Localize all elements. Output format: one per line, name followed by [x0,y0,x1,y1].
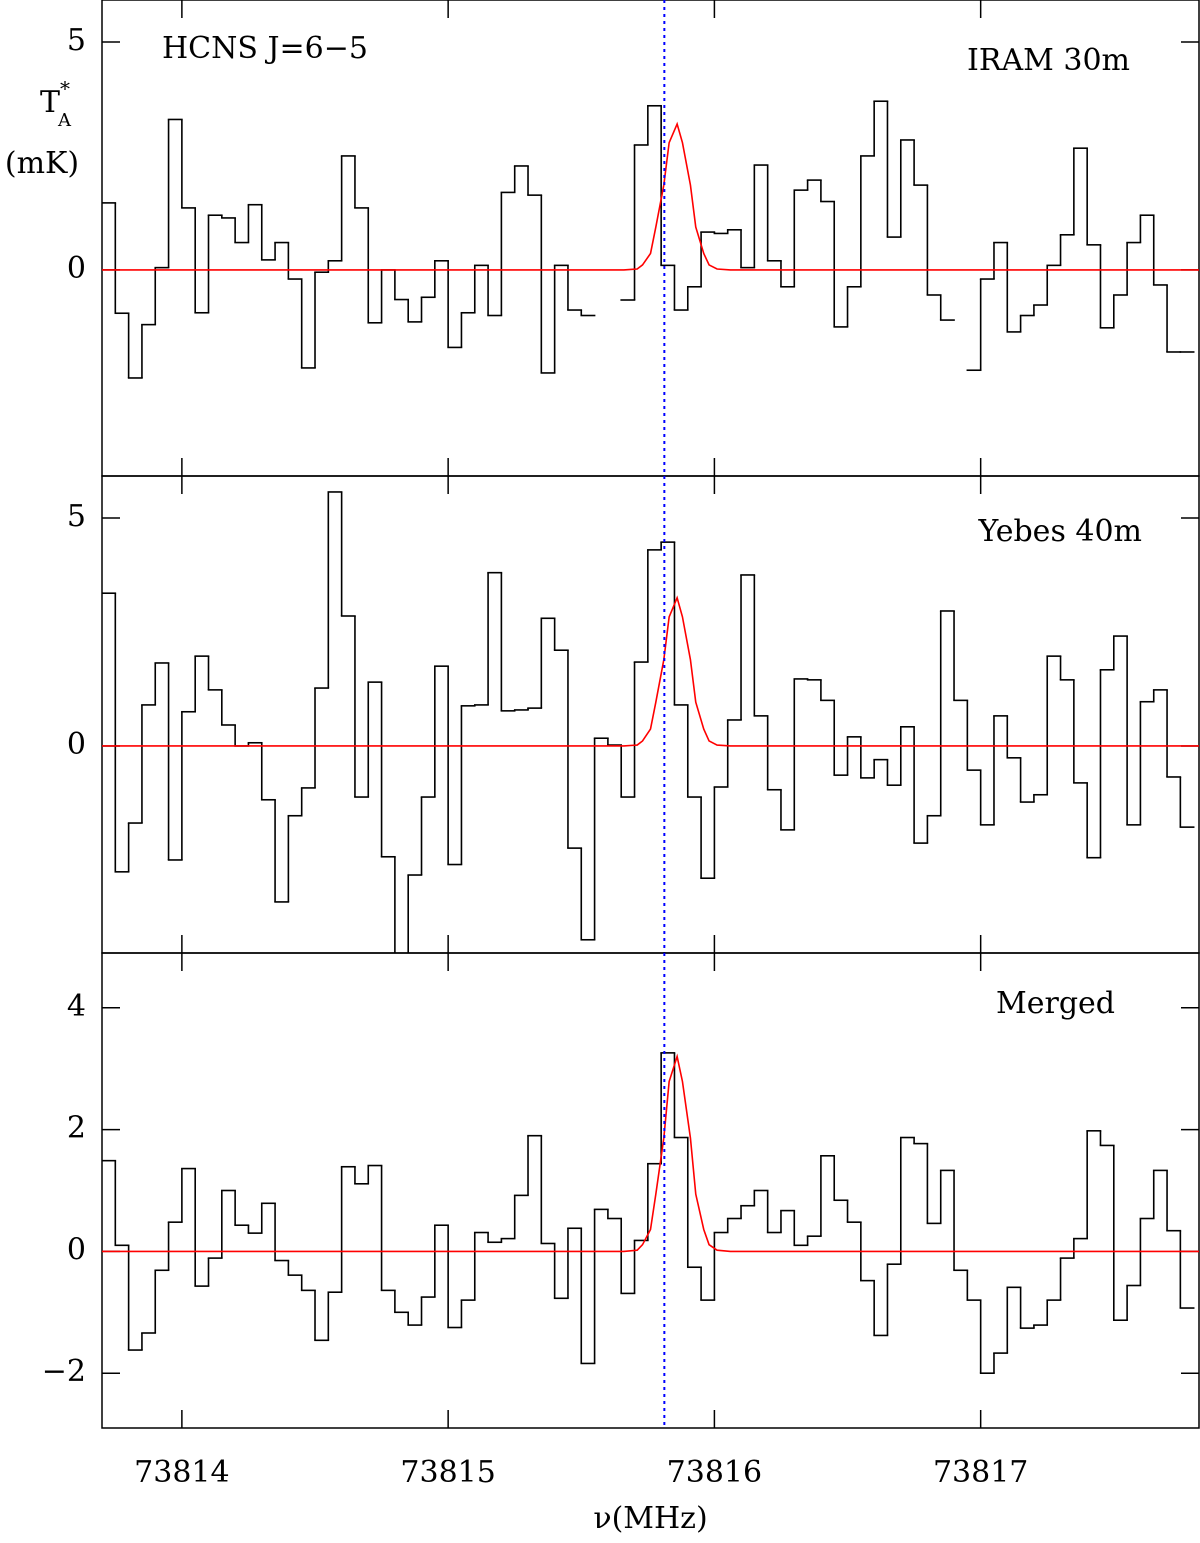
y-label-symbol: T [40,85,60,120]
y-label-superscript: * [60,77,70,101]
y-axis-label: T * A (mK) [5,77,79,182]
plot-area [102,491,1199,953]
step-riser [114,101,1168,378]
y-label-subscript: A [57,110,72,131]
chart-title: HCNS J=6−5 [162,31,368,66]
y-tick-label: −2 [42,1354,86,1389]
panel-label: IRAM 30m [967,43,1130,78]
plot-area [102,1052,1199,1374]
panel-label: Merged [996,986,1115,1021]
x-tick-label: 73815 [400,1455,495,1490]
y-tick-label: 4 [67,989,86,1024]
gaussian-fit [102,595,1199,747]
step-riser [114,491,1182,953]
y-tick-label: 5 [67,499,86,534]
x-tick-label: 73814 [134,1455,229,1490]
y-tick-label: 0 [67,251,86,286]
y-tick-label: 0 [67,727,86,762]
gaussian-fit [102,1053,1199,1253]
x-tick-label: 73816 [667,1455,762,1490]
plot-area [102,100,1199,379]
y-tick-label: 0 [67,1232,86,1267]
y-label-unit: (mK) [5,146,79,181]
x-axis-label: ν(MHz) [593,1501,707,1536]
y-tick-label: 5 [67,23,86,58]
gaussian-fit [102,121,1199,271]
step-riser [114,1052,1182,1374]
y-tick-label: 2 [67,1111,86,1146]
panel-frame [101,952,1200,1429]
panel-label: Yebes 40m [978,514,1142,549]
x-tick-label: 73817 [933,1455,1028,1490]
